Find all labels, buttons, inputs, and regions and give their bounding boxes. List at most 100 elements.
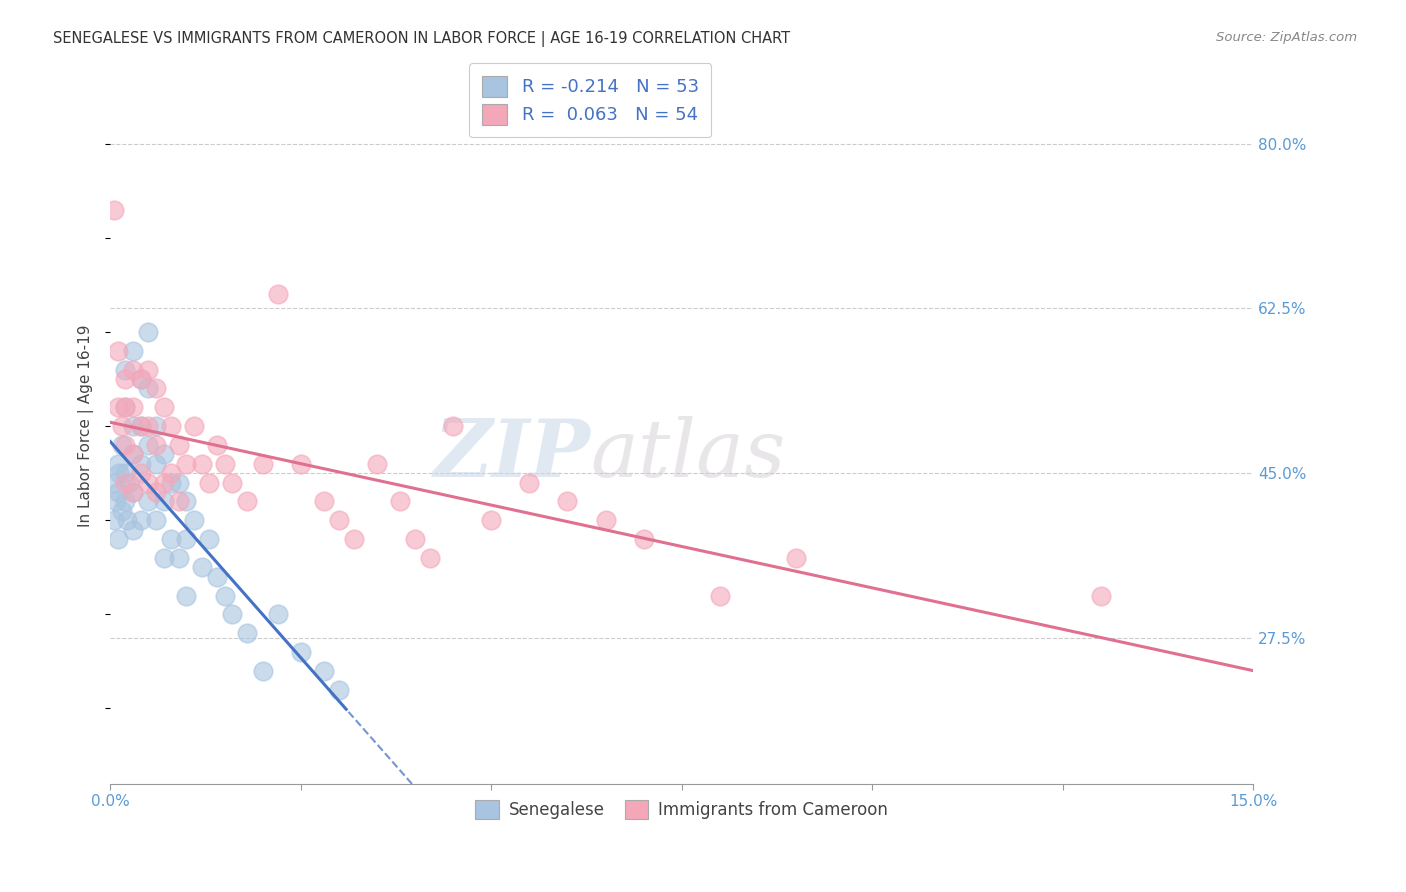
Point: [129, 513, 152, 527]
Point: [103, 475, 125, 490]
Point: [176, 457, 198, 471]
Point: [105, 494, 128, 508]
Point: [114, 475, 136, 490]
Point: [160, 419, 183, 434]
Point: [183, 513, 205, 527]
Point: [114, 362, 136, 376]
Point: [118, 475, 141, 490]
Point: [122, 343, 145, 358]
Point: [129, 466, 152, 480]
Point: [252, 664, 274, 678]
Point: [221, 475, 243, 490]
Point: [138, 475, 160, 490]
Point: [138, 325, 160, 339]
Point: [107, 343, 129, 358]
Point: [114, 401, 136, 415]
Point: [152, 447, 174, 461]
Point: [152, 494, 174, 508]
Point: [633, 532, 655, 546]
Point: [190, 560, 212, 574]
Point: [176, 589, 198, 603]
Point: [103, 513, 125, 527]
Point: [517, 475, 540, 490]
Point: [111, 419, 134, 434]
Point: [595, 513, 617, 527]
Point: [129, 457, 152, 471]
Point: [160, 475, 183, 490]
Point: [221, 607, 243, 622]
Point: [107, 457, 129, 471]
Text: atlas: atlas: [591, 416, 786, 493]
Point: [122, 485, 145, 500]
Point: [107, 532, 129, 546]
Point: [709, 589, 731, 603]
Point: [183, 419, 205, 434]
Point: [236, 494, 259, 508]
Point: [388, 494, 411, 508]
Point: [267, 287, 290, 301]
Point: [152, 550, 174, 565]
Point: [167, 438, 190, 452]
Point: [214, 589, 236, 603]
Point: [205, 570, 228, 584]
Point: [205, 438, 228, 452]
Point: [1090, 589, 1112, 603]
Point: [145, 457, 167, 471]
Point: [236, 626, 259, 640]
Point: [160, 466, 183, 480]
Point: [167, 550, 190, 565]
Point: [312, 494, 335, 508]
Point: [129, 372, 152, 386]
Point: [366, 457, 388, 471]
Point: [114, 438, 136, 452]
Text: Source: ZipAtlas.com: Source: ZipAtlas.com: [1216, 31, 1357, 45]
Point: [138, 494, 160, 508]
Point: [176, 494, 198, 508]
Point: [214, 457, 236, 471]
Point: [441, 419, 464, 434]
Point: [129, 419, 152, 434]
Point: [103, 202, 125, 217]
Point: [145, 438, 167, 452]
Point: [290, 457, 312, 471]
Point: [785, 550, 807, 565]
Point: [107, 401, 129, 415]
Point: [129, 419, 152, 434]
Point: [122, 485, 145, 500]
Point: [115, 513, 138, 527]
Point: [145, 382, 167, 396]
Point: [343, 532, 366, 546]
Point: [122, 419, 145, 434]
Point: [108, 466, 131, 480]
Point: [145, 419, 167, 434]
Point: [122, 523, 145, 537]
Point: [111, 438, 134, 452]
Point: [160, 532, 183, 546]
Point: [138, 362, 160, 376]
Point: [479, 513, 502, 527]
Point: [122, 447, 145, 461]
Point: [107, 485, 129, 500]
Point: [557, 494, 579, 508]
Text: ZIP: ZIP: [433, 416, 591, 493]
Point: [290, 645, 312, 659]
Y-axis label: In Labor Force | Age 16-19: In Labor Force | Age 16-19: [79, 325, 94, 527]
Point: [138, 419, 160, 434]
Point: [198, 475, 221, 490]
Point: [122, 447, 145, 461]
Point: [167, 475, 190, 490]
Point: [267, 607, 290, 622]
Point: [152, 401, 174, 415]
Point: [114, 494, 136, 508]
Point: [176, 532, 198, 546]
Point: [122, 401, 145, 415]
Point: [138, 382, 160, 396]
Point: [419, 550, 441, 565]
Point: [114, 466, 136, 480]
Point: [114, 401, 136, 415]
Point: [328, 682, 350, 697]
Point: [129, 372, 152, 386]
Point: [122, 362, 145, 376]
Point: [252, 457, 274, 471]
Point: [145, 485, 167, 500]
